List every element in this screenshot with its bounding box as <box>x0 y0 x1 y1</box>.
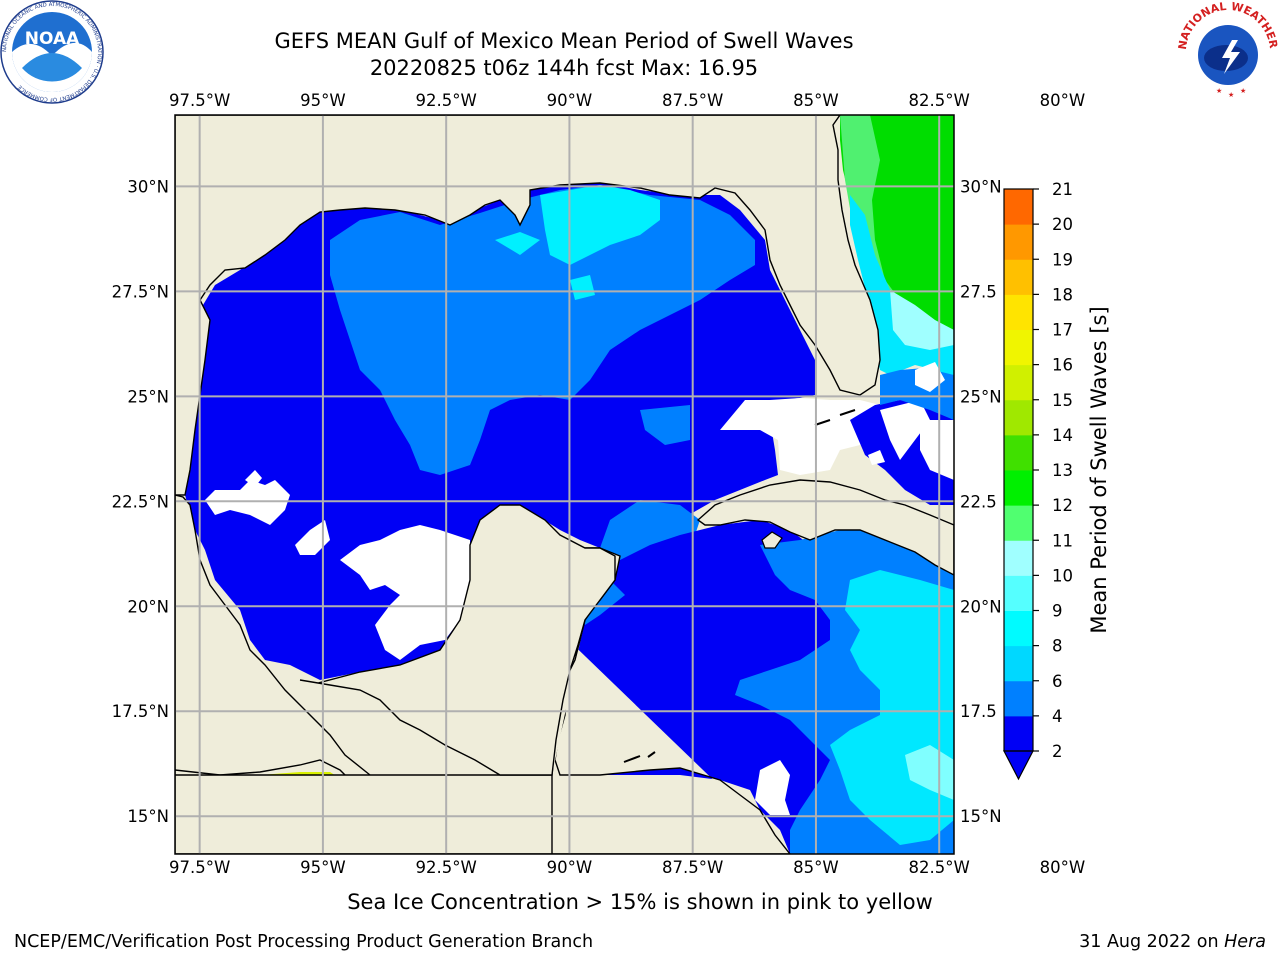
map-frame <box>174 114 955 855</box>
map-gridlines <box>175 115 954 854</box>
footer-date-text: 31 Aug 2022 on <box>1079 932 1225 952</box>
lat-tick-label-left: 25°N <box>127 387 169 406</box>
colorbar-segment <box>1004 294 1033 330</box>
map-tick-labels: 97.5°W 97.5°W 95°W 95°W 92.5°W 92.5°W 90°W 90°W… <box>112 91 1086 877</box>
lon-tick-label-top: 85°W <box>793 91 839 110</box>
colorbar-segment <box>1004 364 1033 401</box>
sea-ice-caption: Sea Ice Concentration > 15% is shown in … <box>347 890 933 914</box>
colorbar-segment <box>1004 610 1033 647</box>
lon-tick-label-bottom: 85°W <box>793 858 839 877</box>
colorbar-tick-label: 12 <box>1052 496 1073 515</box>
colorbar-tick-label: 21 <box>1052 180 1073 199</box>
lon-tick-label-bottom: 90°W <box>547 858 593 877</box>
chart-title: GEFS MEAN Gulf of Mexico Mean Period of … <box>274 29 854 53</box>
colorbar-tick-label: 8 <box>1052 637 1063 656</box>
land-cuba <box>696 479 954 576</box>
colorbar-segment <box>1004 575 1033 611</box>
lat-tick-label-left: 27.5°N <box>112 282 169 301</box>
map-area <box>175 115 954 854</box>
lat-tick-label-right: 25°N <box>960 387 1002 406</box>
land-mexico-interior <box>175 115 881 496</box>
lat-tick-label-right: 22.5 <box>960 492 997 511</box>
colorbar-segment <box>1004 470 1033 506</box>
lat-tick-label-right: 17.5 <box>960 702 997 721</box>
nws-logo: NATIONAL WEATHER SERVICE ★ ★ ★ <box>1176 0 1280 103</box>
gulf-swell-field-4s <box>330 185 755 475</box>
lat-tick-label-right: 27.5 <box>960 282 997 301</box>
colorbar-tick-label: 19 <box>1052 250 1073 269</box>
colorbar-tick-label: 13 <box>1052 461 1073 480</box>
colorbar-extend-arrow <box>1003 750 1034 781</box>
colorbar-segment <box>1004 505 1033 541</box>
colorbar-segment <box>1004 680 1033 717</box>
colorbar-tick-label: 9 <box>1052 602 1063 621</box>
lat-tick-label-left: 20°N <box>127 597 169 616</box>
colorbar: 2 4 6 8 9 10 11 12 13 14 15 16 17 18 19 20 21 Mean Period… <box>1003 180 1111 781</box>
colorbar-tick-label: 16 <box>1052 356 1073 375</box>
lon-tick-label-bottom: 97.5°W <box>169 858 230 877</box>
lon-tick-label-top: 87.5°W <box>662 91 723 110</box>
colorbar-tick-label: 10 <box>1052 566 1073 585</box>
colorbar-tick-label: 4 <box>1052 707 1063 726</box>
lon-tick-label-top: 90°W <box>547 91 593 110</box>
lat-tick-label-left: 30°N <box>127 177 169 196</box>
land-isla-juventud <box>761 531 783 549</box>
colorbar-segment <box>1004 715 1033 752</box>
colorbar-tick-label: 6 <box>1052 672 1063 691</box>
lon-tick-label-bottom: 82.5°W <box>909 858 970 877</box>
svg-text:★: ★ <box>1240 87 1246 95</box>
lon-tick-label-top: 92.5°W <box>416 91 477 110</box>
noaa-logo: NATIONAL OCEANIC AND ATMOSPHERIC ADMINIS… <box>0 0 104 104</box>
lon-tick-label-top: 95°W <box>300 91 346 110</box>
lon-tick-label-bottom: 80°W <box>1040 858 1086 877</box>
lat-tick-label-left: 22.5°N <box>112 492 169 511</box>
chart-subtitle: 20220825 t06z 144h fcst Max: 16.95 <box>369 56 759 80</box>
svg-text:★: ★ <box>1216 87 1222 95</box>
footer-credit: NCEP/EMC/Verification Post Processing Pr… <box>14 932 594 952</box>
footer-date: 31 Aug 2022 on Hera <box>1079 932 1266 952</box>
lat-tick-label-right: 15°N <box>960 807 1002 826</box>
colorbar-segment <box>1004 224 1033 260</box>
colorbar-label: Mean Period of Swell Waves [s] <box>1087 306 1111 633</box>
footer-host: Hera <box>1224 932 1266 952</box>
colorbar-segment <box>1004 399 1033 436</box>
colorbar-segment <box>1004 540 1033 576</box>
colorbar-segment <box>1004 189 1033 225</box>
lon-tick-label-bottom: 95°W <box>300 858 346 877</box>
colorbar-tick-label: 15 <box>1052 391 1073 410</box>
colorbar-segment <box>1004 645 1033 682</box>
colorbar-tick-label: 11 <box>1052 531 1073 550</box>
lat-tick-label-right: 20°N <box>960 597 1002 616</box>
lon-tick-label-top: 80°W <box>1040 91 1086 110</box>
colorbar-segment <box>1004 259 1033 295</box>
lat-tick-label-left: 15°N <box>127 807 169 826</box>
svg-text:★: ★ <box>1228 91 1234 99</box>
colorbar-segment <box>1004 434 1033 471</box>
colorbar-tick-label: 17 <box>1052 321 1073 340</box>
colorbar-tick-label: 18 <box>1052 285 1073 304</box>
svg-text:NOAA: NOAA <box>25 29 80 49</box>
lat-tick-label-left: 17.5°N <box>112 702 169 721</box>
lon-tick-label-top: 82.5°W <box>909 91 970 110</box>
lon-tick-label-bottom: 92.5°W <box>416 858 477 877</box>
colorbar-tick-label: 20 <box>1052 215 1073 234</box>
colorbar-tick-label: 2 <box>1052 742 1063 761</box>
lon-tick-label-bottom: 87.5°W <box>662 858 723 877</box>
colorbar-segment <box>1004 329 1033 366</box>
lon-tick-label-top: 97.5°W <box>169 91 230 110</box>
colorbar-tick-label: 14 <box>1052 426 1073 445</box>
lat-tick-label-right: 30°N <box>960 177 1002 196</box>
